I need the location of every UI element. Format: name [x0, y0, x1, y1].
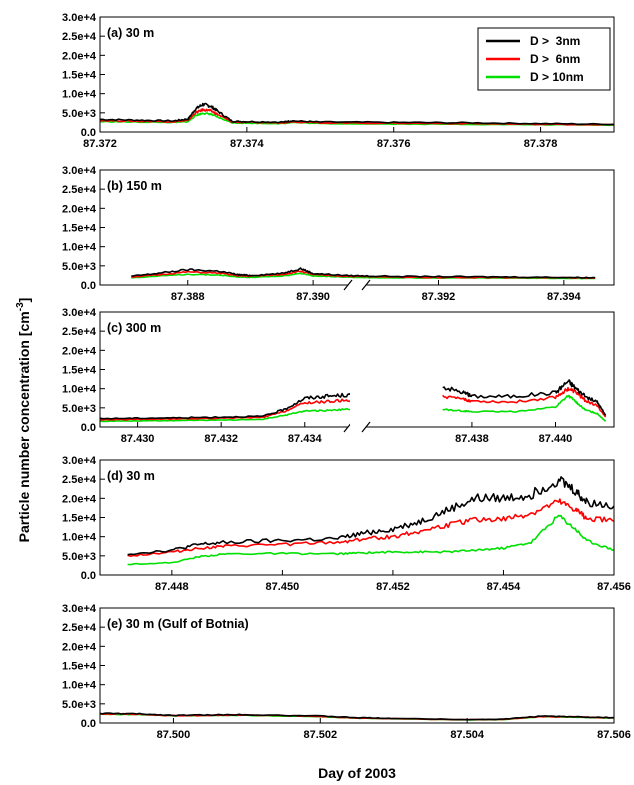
series-line-6nm: [127, 498, 614, 557]
x-tick-label: 87.454: [487, 581, 522, 593]
x-tick-label: 87.440: [539, 433, 573, 445]
x-tick-label: 87.394: [547, 291, 582, 303]
y-tick-label: 3.0e+4: [62, 307, 97, 319]
x-tick-label: 87.372: [83, 138, 117, 150]
panel-label: (b) 150 m: [107, 179, 162, 193]
series-line-3nm: [131, 267, 596, 279]
panel-label: (a) 30 m: [107, 26, 154, 40]
y-tick-label: 5.0e+3: [62, 699, 96, 711]
series-line-10nm: [100, 394, 607, 423]
y-tick-label: 1.5e+4: [62, 223, 97, 235]
y-tick-label: 5.0e+3: [62, 261, 96, 273]
y-tick-label: 2.0e+4: [62, 641, 97, 653]
legend: D > 3nm D > 6nm D > 10nm: [477, 27, 611, 91]
panel-label: (e) 30 m (Gulf of Botnia): [107, 617, 249, 631]
y-tick-label: 3.0e+4: [62, 165, 97, 177]
panel-3-series: [100, 379, 607, 423]
y-tick-label: 1.5e+4: [62, 365, 97, 377]
y-tick-label: 1.0e+4: [62, 680, 97, 692]
x-tick-label: 87.392: [422, 291, 456, 303]
y-axis-title-close: ]: [16, 298, 32, 303]
x-tick-label: 87.438: [455, 433, 489, 445]
panel-4-series: [127, 476, 614, 566]
legend-label-3nm: D > 3nm: [530, 34, 580, 48]
y-tick-label: 2.0e+4: [62, 493, 97, 505]
panel-2-series: [131, 267, 596, 280]
y-tick-label: 3.0e+4: [62, 455, 97, 467]
x-axis-title: Day of 2003: [318, 765, 396, 781]
panel-1-series: [100, 102, 614, 127]
series-line-3nm: [127, 476, 614, 556]
panel-frame: [99, 459, 615, 576]
y-tick-label: 3.0e+4: [62, 603, 97, 615]
y-tick-label: 0.0: [81, 570, 96, 582]
y-axis-title-main: Particle number concentration [cm: [16, 311, 32, 542]
y-tick-label: 1.0e+4: [62, 89, 97, 101]
x-tick-label: 87.504: [450, 729, 485, 741]
panel-5: 3.0e+4 2.5e+4 2.0e+4 1.5e+4 1.0e+4 5.0e+3 0.0 8…: [62, 603, 631, 741]
chart-panels: 3.0e+42.5e+42.0e+41.5e+41.0e+45.0e+30.08…: [62, 12, 631, 741]
x-tick-label: 87.450: [266, 581, 300, 593]
y-axis-title-superscript: -3: [15, 302, 26, 311]
panel-5-series: [100, 712, 614, 721]
y-tick-label: 2.5e+4: [62, 31, 97, 43]
y-tick-label: 2.0e+4: [62, 203, 97, 215]
x-tick-label: 87.378: [524, 138, 558, 150]
series-line-3nm: [100, 102, 614, 126]
y-tick-label: 2.5e+4: [62, 622, 97, 634]
legend-label-10nm: D > 10nm: [530, 70, 584, 84]
y-tick-label: 1.0e+4: [62, 384, 97, 396]
x-tick-label: 87.452: [376, 581, 410, 593]
panel-4: 3.0e+4 2.5e+4 2.0e+4 1.5e+4 1.0e+4 5.0e+3 0.0 8…: [62, 455, 631, 593]
y-tick-label: 2.5e+4: [62, 326, 97, 338]
y-tick-label: 3.0e+4: [62, 12, 97, 24]
x-tick-label: 87.456: [597, 581, 631, 593]
x-tick-label: 87.506: [597, 729, 631, 741]
x-tick-label: 87.500: [157, 729, 191, 741]
y-tick-label: 2.5e+4: [62, 184, 97, 196]
y-tick-label: 0.0: [81, 127, 96, 139]
series-line-3nm: [100, 379, 607, 420]
x-tick-label: 87.502: [303, 729, 337, 741]
y-tick-label: 0.0: [81, 422, 96, 434]
series-line-10nm: [127, 514, 614, 566]
y-tick-label: 5.0e+3: [62, 551, 96, 563]
panel-3: 3.0e+4 2.5e+4 2.0e+4 1.5e+4 1.0e+4 5.0e+3 0.0 8…: [62, 307, 615, 445]
x-tick-label: 87.374: [230, 138, 265, 150]
series-line-3nm: [100, 712, 614, 721]
y-tick-label: 5.0e+3: [62, 108, 96, 120]
series-line-10nm: [100, 112, 614, 127]
x-tick-label: 87.432: [204, 433, 238, 445]
y-tick-label: 1.5e+4: [62, 70, 97, 82]
x-tick-label: 87.390: [296, 291, 330, 303]
legend-label-6nm: D > 6nm: [530, 52, 580, 66]
axis-break-marks: [343, 279, 371, 433]
x-tick-label: 87.448: [155, 581, 189, 593]
y-tick-label: 1.0e+4: [62, 242, 97, 254]
y-tick-label: 2.0e+4: [62, 50, 97, 62]
x-tick-label: 87.430: [121, 433, 155, 445]
panel-label: (d) 30 m: [107, 469, 155, 483]
panel-label: (c) 300 m: [107, 321, 161, 335]
y-tick-label: 0.0: [81, 280, 96, 292]
panel-1: 3.0e+42.5e+42.0e+41.5e+41.0e+45.0e+30.08…: [62, 12, 615, 150]
y-axis-title: Particle number concentration [cm-3]: [15, 298, 32, 543]
y-tick-label: 5.0e+3: [62, 403, 96, 415]
x-tick-label: 87.376: [377, 138, 411, 150]
y-tick-label: 1.5e+4: [62, 513, 97, 525]
y-tick-label: 1.5e+4: [62, 661, 97, 673]
panel-2: 3.0e+4 2.5e+4 2.0e+4 1.5e+4 1.0e+4 5.0e+3 0.0 8…: [62, 165, 615, 303]
x-tick-label: 87.388: [171, 291, 205, 303]
y-tick-label: 1.0e+4: [62, 532, 97, 544]
y-tick-label: 0.0: [81, 718, 96, 730]
y-tick-label: 2.5e+4: [62, 474, 97, 486]
y-tick-label: 2.0e+4: [62, 345, 97, 357]
x-tick-label: 87.434: [288, 433, 323, 445]
panel-frame: [99, 169, 615, 286]
